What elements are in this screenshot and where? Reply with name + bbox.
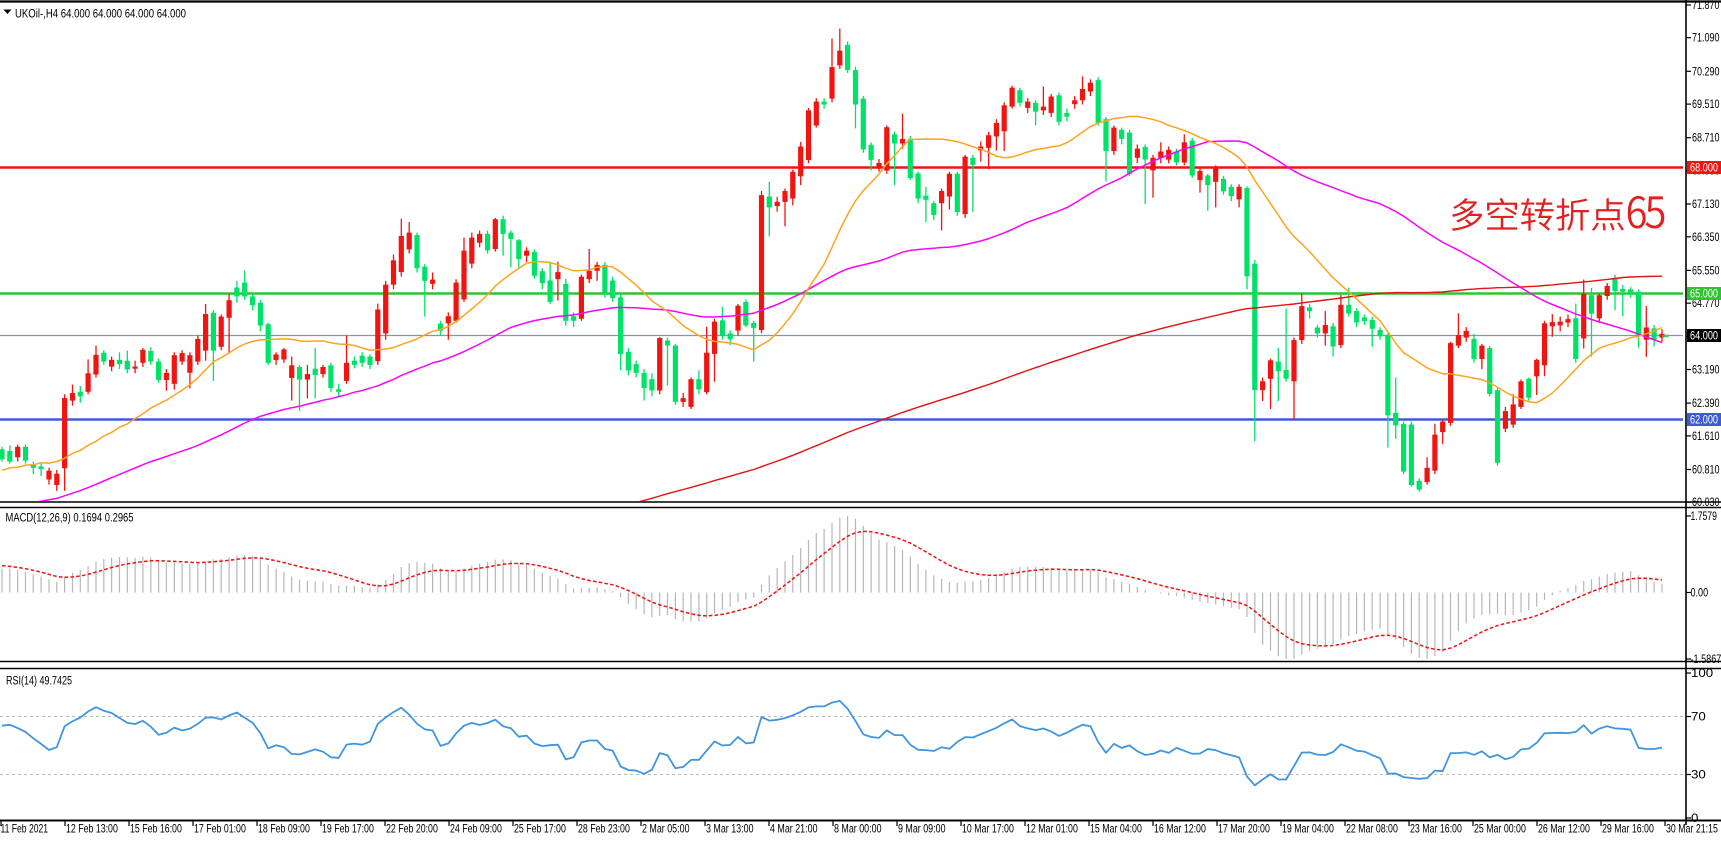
svg-text:12 Feb 13:00: 12 Feb 13:00 [66, 823, 118, 836]
svg-text:2 Mar 05:00: 2 Mar 05:00 [642, 823, 690, 836]
svg-text:70.290: 70.290 [1692, 64, 1720, 78]
svg-text:29 Mar 16:00: 29 Mar 16:00 [1602, 823, 1654, 836]
svg-text:10 Mar 17:00: 10 Mar 17:00 [962, 823, 1014, 836]
svg-text:11 Feb 2021: 11 Feb 2021 [1, 823, 49, 836]
svg-text:62.390: 62.390 [1692, 396, 1720, 410]
svg-text:15 Feb 16:00: 15 Feb 16:00 [130, 823, 182, 836]
svg-text:61.610: 61.610 [1692, 429, 1720, 443]
svg-text:3 Mar 13:00: 3 Mar 13:00 [706, 823, 754, 836]
svg-text:71.090: 71.090 [1692, 31, 1720, 45]
svg-text:23 Mar 16:00: 23 Mar 16:00 [1410, 823, 1462, 836]
svg-text:30: 30 [1691, 768, 1706, 782]
svg-text:19 Feb 17:00: 19 Feb 17:00 [322, 823, 374, 836]
svg-text:24 Feb 09:00: 24 Feb 09:00 [450, 823, 502, 836]
svg-text:60.030: 60.030 [1692, 495, 1720, 509]
svg-text:19 Mar 04:00: 19 Mar 04:00 [1282, 823, 1334, 836]
svg-text:12 Mar 01:00: 12 Mar 01:00 [1026, 823, 1078, 836]
svg-text:1.7579: 1.7579 [1691, 509, 1718, 523]
svg-text:UKOil-,H4 64.000 64.000 64.00: UKOil-,H4 64.000 64.000 64.000 64.000 [15, 7, 186, 21]
svg-text:60.810: 60.810 [1692, 463, 1720, 477]
svg-text:100: 100 [1691, 666, 1713, 680]
svg-text:71.870: 71.870 [1692, 0, 1720, 12]
svg-text:18 Feb 09:00: 18 Feb 09:00 [258, 823, 310, 836]
svg-text:68.710: 68.710 [1692, 131, 1720, 145]
svg-text:65.550: 65.550 [1692, 263, 1720, 277]
svg-text:66.350: 66.350 [1692, 230, 1720, 244]
svg-text:62.000: 62.000 [1690, 413, 1718, 427]
svg-text:63.190: 63.190 [1692, 363, 1720, 377]
svg-text:MACD(12,26,9) 0.1694 0.2965: MACD(12,26,9) 0.1694 0.2965 [6, 511, 134, 525]
svg-text:22 Mar 08:00: 22 Mar 08:00 [1346, 823, 1398, 836]
svg-text:64.000: 64.000 [1690, 329, 1718, 343]
svg-text:30 Mar 21:15: 30 Mar 21:15 [1666, 823, 1718, 836]
svg-text:0.00: 0.00 [1691, 586, 1709, 600]
svg-text:69.510: 69.510 [1692, 97, 1720, 111]
svg-text:4 Mar 21:00: 4 Mar 21:00 [770, 823, 818, 836]
svg-text:22 Feb 20:00: 22 Feb 20:00 [386, 823, 438, 836]
svg-text:70: 70 [1691, 710, 1706, 724]
svg-text:-1.5867: -1.5867 [1691, 652, 1721, 666]
svg-text:RSI(14) 49.7425: RSI(14) 49.7425 [6, 674, 72, 688]
svg-text:65.000: 65.000 [1690, 287, 1718, 301]
svg-text:17 Feb 01:00: 17 Feb 01:00 [194, 823, 246, 836]
svg-text:15 Mar 04:00: 15 Mar 04:00 [1090, 823, 1142, 836]
svg-text:67.130: 67.130 [1692, 197, 1720, 211]
svg-text:26 Mar 12:00: 26 Mar 12:00 [1538, 823, 1590, 836]
svg-text:16 Mar 12:00: 16 Mar 12:00 [1154, 823, 1206, 836]
svg-text:28 Feb 23:00: 28 Feb 23:00 [578, 823, 630, 836]
svg-text:17 Mar 20:00: 17 Mar 20:00 [1218, 823, 1270, 836]
svg-text:68.000: 68.000 [1690, 161, 1718, 175]
svg-text:25 Feb 17:00: 25 Feb 17:00 [514, 823, 566, 836]
svg-text:9 Mar 09:00: 9 Mar 09:00 [898, 823, 946, 836]
svg-text:8 Mar 00:00: 8 Mar 00:00 [834, 823, 882, 836]
svg-text:25 Mar 00:00: 25 Mar 00:00 [1474, 823, 1526, 836]
